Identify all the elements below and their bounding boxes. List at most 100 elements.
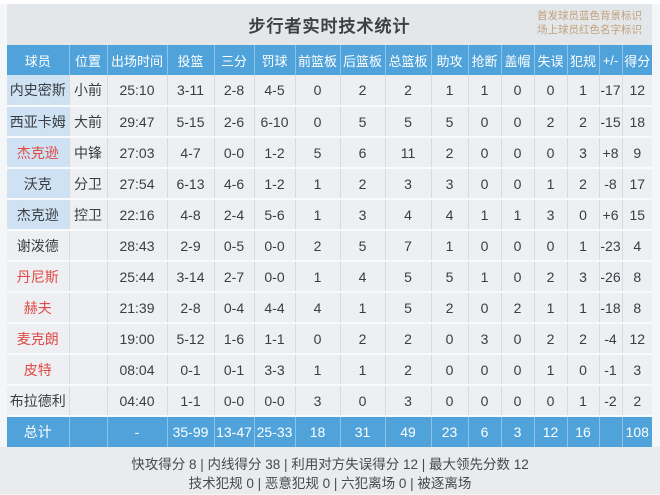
cell-blk: 1 bbox=[501, 199, 535, 231]
cell-blk: 0 bbox=[501, 323, 535, 355]
cell-pm: -26 bbox=[599, 261, 623, 293]
cell-time: 28:43 bbox=[107, 230, 168, 262]
cell-treb: 11 bbox=[385, 137, 432, 169]
cell-tp: 2-8 bbox=[214, 75, 255, 107]
cell-pf: 0 bbox=[567, 199, 600, 231]
cell-dreb: 6 bbox=[340, 137, 386, 169]
column-header-pos: 位置 bbox=[69, 45, 108, 75]
cell-tp: 0-1 bbox=[214, 354, 255, 386]
column-header-pf: 犯规 bbox=[567, 45, 600, 75]
cell-fg: 35-99 bbox=[167, 416, 215, 447]
player-row: 内史密斯 小前 25:10 3-11 2-8 4-5 0 2 2 1 1 0 0 1 -17 12 bbox=[7, 75, 652, 107]
cell-tp: 4-6 bbox=[214, 168, 255, 200]
cell-pos bbox=[69, 292, 108, 324]
player-row: 丹尼斯 25:44 3-14 2-7 0-0 1 4 5 5 1 0 2 3 -26 8 bbox=[7, 261, 652, 293]
player-row: 赫夫 21:39 2-8 0-4 4-4 4 1 5 2 0 2 1 1 -18 8 bbox=[7, 292, 652, 324]
column-header-pm: +/- bbox=[599, 45, 623, 75]
column-header-fg: 投篮 bbox=[167, 45, 215, 75]
cell-pf: 1 bbox=[567, 75, 600, 107]
column-header-tp: 三分 bbox=[214, 45, 255, 75]
cell-blk: 0 bbox=[501, 168, 535, 200]
player-row: 杰克逊 中锋 27:03 4-7 0-0 1-2 5 6 11 2 0 0 0 3 +8 9 bbox=[7, 137, 652, 169]
cell-fg: 5-15 bbox=[167, 106, 215, 138]
cell-dreb: 2 bbox=[340, 323, 386, 355]
legend-starter-note: 首发球员蓝色背景标识 bbox=[537, 10, 642, 22]
cell-pf: 3 bbox=[567, 261, 600, 293]
cell-pf: 16 bbox=[567, 416, 600, 447]
top-margin-strip bbox=[0, 0, 660, 4]
cell-pos bbox=[69, 385, 108, 417]
cell-pm: -4 bbox=[599, 323, 623, 355]
cell-dreb: 5 bbox=[340, 106, 386, 138]
cell-stl: 0 bbox=[468, 137, 502, 169]
cell-blk: 0 bbox=[501, 75, 535, 107]
cell-stl: 6 bbox=[468, 416, 502, 447]
cell-time: 08:04 bbox=[107, 354, 168, 386]
cell-time: - bbox=[107, 416, 168, 447]
player-row: 麦克朗 19:00 5-12 1-6 1-1 0 2 2 0 3 0 2 2 -4 12 bbox=[7, 323, 652, 355]
cell-ft: 0-0 bbox=[254, 261, 296, 293]
cell-name: 内史密斯 bbox=[7, 75, 70, 107]
cell-to: 2 bbox=[534, 323, 568, 355]
cell-pos: 控卫 bbox=[69, 199, 108, 231]
cell-name: 皮特 bbox=[7, 354, 70, 386]
cell-pts: 12 bbox=[622, 323, 652, 355]
cell-fg: 3-14 bbox=[167, 261, 215, 293]
cell-name: 丹尼斯 bbox=[7, 261, 70, 293]
cell-to: 0 bbox=[534, 385, 568, 417]
cell-pm: -18 bbox=[599, 292, 623, 324]
cell-oreb: 1 bbox=[295, 168, 341, 200]
cell-blk: 0 bbox=[501, 106, 535, 138]
cell-tp: 0-4 bbox=[214, 292, 255, 324]
cell-name: 谢泼德 bbox=[7, 230, 70, 262]
cell-blk: 3 bbox=[501, 416, 535, 447]
cell-pts: 8 bbox=[622, 261, 652, 293]
cell-ft: 1-2 bbox=[254, 137, 296, 169]
cell-fg: 3-11 bbox=[167, 75, 215, 107]
cell-oreb: 5 bbox=[295, 137, 341, 169]
cell-pf: 1 bbox=[567, 292, 600, 324]
cell-to: 12 bbox=[534, 416, 568, 447]
cell-time: 27:54 bbox=[107, 168, 168, 200]
column-header-to: 失误 bbox=[534, 45, 568, 75]
cell-pf: 3 bbox=[567, 137, 600, 169]
cell-ft: 4-5 bbox=[254, 75, 296, 107]
cell-pts: 17 bbox=[622, 168, 652, 200]
cell-dreb: 2 bbox=[340, 168, 386, 200]
cell-tp: 2-4 bbox=[214, 199, 255, 231]
cell-fg: 6-13 bbox=[167, 168, 215, 200]
footer-scoring-stats: 快攻得分 8 | 内线得分 38 | 利用对方失误得分 12 | 最大领先分数 … bbox=[131, 457, 529, 472]
cell-pm bbox=[599, 416, 623, 447]
cell-fg: 2-8 bbox=[167, 292, 215, 324]
cell-ft: 1-2 bbox=[254, 168, 296, 200]
cell-treb: 49 bbox=[385, 416, 432, 447]
cell-treb: 5 bbox=[385, 106, 432, 138]
cell-pm: +8 bbox=[599, 137, 623, 169]
column-header-oreb: 前篮板 bbox=[295, 45, 341, 75]
cell-pts: 108 bbox=[622, 416, 652, 447]
cell-treb: 5 bbox=[385, 261, 432, 293]
cell-pf: 2 bbox=[567, 106, 600, 138]
cell-pf: 0 bbox=[567, 354, 600, 386]
cell-pm: -1 bbox=[599, 354, 623, 386]
cell-time: 19:00 bbox=[107, 323, 168, 355]
cell-time: 25:44 bbox=[107, 261, 168, 293]
cell-time: 29:47 bbox=[107, 106, 168, 138]
cell-pf: 1 bbox=[567, 230, 600, 262]
cell-dreb: 1 bbox=[340, 292, 386, 324]
cell-pts: 2 bbox=[622, 385, 652, 417]
cell-treb: 7 bbox=[385, 230, 432, 262]
cell-fg: 0-1 bbox=[167, 354, 215, 386]
cell-ast: 0 bbox=[431, 323, 469, 355]
column-header-dreb: 后篮板 bbox=[340, 45, 386, 75]
cell-fg: 1-1 bbox=[167, 385, 215, 417]
cell-pts: 12 bbox=[622, 75, 652, 107]
cell-pos: 大前 bbox=[69, 106, 108, 138]
cell-ft: 3-3 bbox=[254, 354, 296, 386]
column-header-blk: 盖帽 bbox=[501, 45, 535, 75]
cell-stl: 0 bbox=[468, 385, 502, 417]
cell-treb: 3 bbox=[385, 168, 432, 200]
cell-ast: 0 bbox=[431, 354, 469, 386]
cell-pf: 2 bbox=[567, 323, 600, 355]
cell-fg: 4-7 bbox=[167, 137, 215, 169]
